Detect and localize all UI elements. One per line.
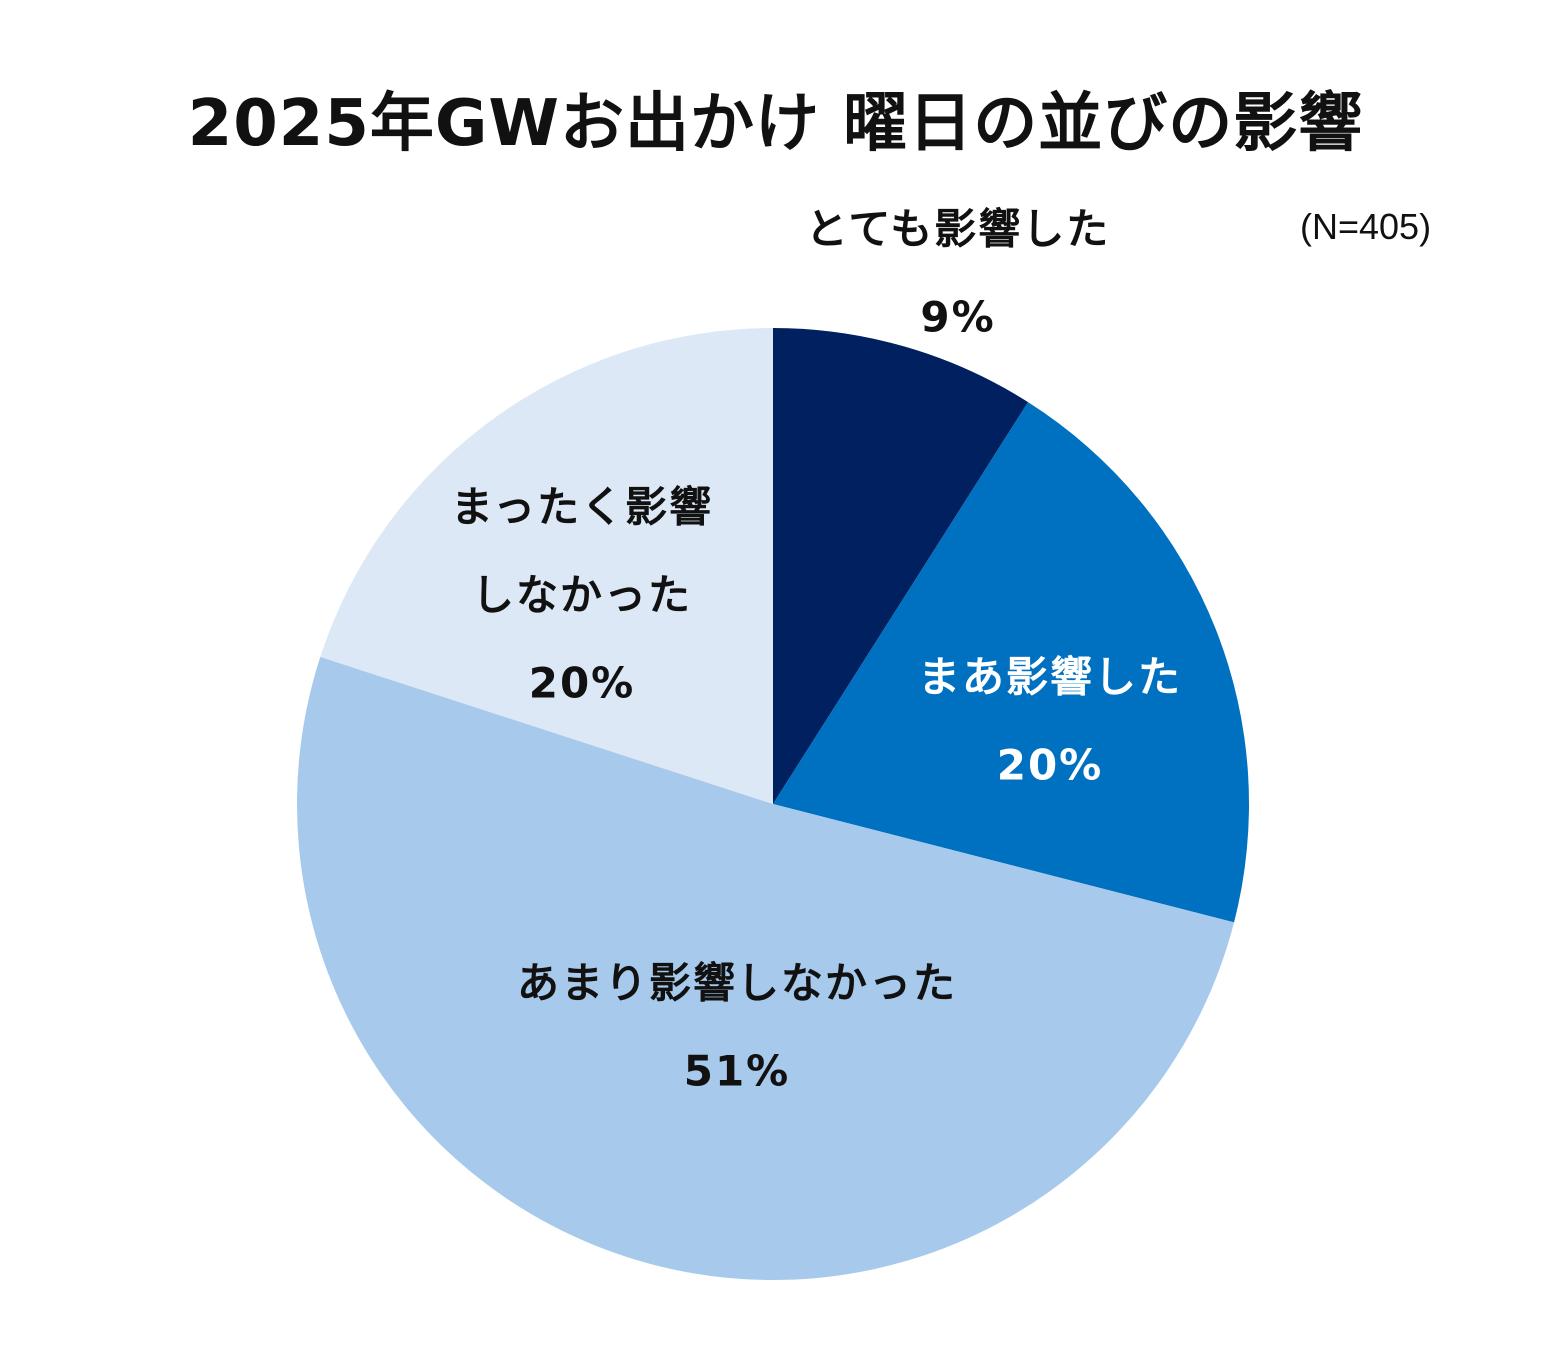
slice-label-0-line-0: とても影響した [806,205,1111,254]
pie-slice-2 [297,656,1235,1280]
pie-slice-1 [773,402,1249,923]
slice-label-3-line-0: まったく影響 [451,483,713,532]
pie-slice-3 [320,328,773,804]
slice-label-3-line-1: しなかった [472,571,692,620]
slice-value-label-1: 20% [997,741,1104,790]
chart-title: 2025年GWお出かけ 曜日の並びの影響 [187,87,1364,161]
pie-slice-0 [773,328,1029,804]
slice-label-2-line-0: あまり影響しなかった [517,959,957,1008]
slice-value-label-2: 51% [684,1047,791,1096]
sample-size-note: (N=405) [1300,206,1432,247]
slice-value-label-3: 20% [529,659,636,708]
slice-label-1-line-0: まあ影響した [918,653,1182,702]
slice-value-label-0: 9% [920,293,995,342]
